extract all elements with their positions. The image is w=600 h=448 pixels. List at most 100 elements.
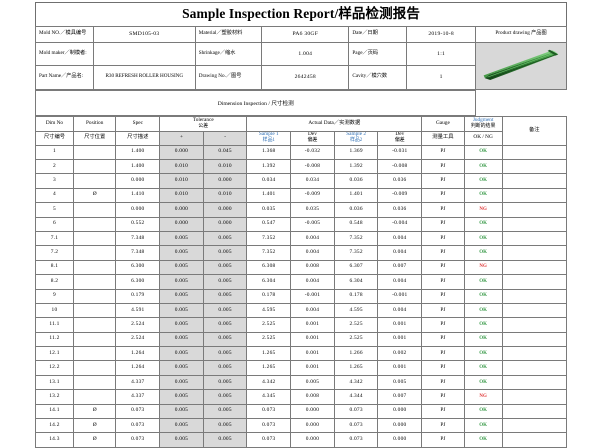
cell-dev2: 0.005 [377,374,423,391]
cell-dim-no: 7.2 [35,245,74,261]
status-badge: OK [479,163,487,169]
header-judgment-cn: 判断的结果 [470,123,496,129]
cell-spec: 1.400 [115,158,161,175]
cell-spec: 4.591 [115,302,161,319]
cell-dev1: 0.005 [290,374,335,391]
cell-gauge: PJ [421,360,465,376]
cell-dev2: 0.000 [377,403,423,420]
cell-spec: 4.337 [115,389,161,405]
cell-tol-minus: 0.005 [202,389,248,405]
cell-judgment: NG [463,202,503,218]
cell-dev1: 0.000 [290,418,335,434]
cell-position [72,144,117,160]
cell-tol-minus: 0.000 [202,202,248,218]
cell-dev2: 0.001 [377,317,423,333]
header-dev2-cn: 偏差 [394,138,405,144]
cell-sample1: 4.345 [246,389,292,405]
cell-dev2: -0.009 [377,187,423,204]
status-badge: NG [479,206,487,212]
cell-tol-plus: 0.005 [159,418,204,434]
cell-dim-no: 1 [35,144,74,160]
header-spec-en: Spec [115,115,161,132]
cell-position [72,259,117,276]
cell-dim-no: 2 [35,158,74,175]
drawing-no-label: Drawing No.／图号 [194,65,263,90]
cell-dev2: 0.001 [377,360,423,376]
table-row: 12.2 1.264 0.005 0.005 1.265 0.001 1.265 0.001 P… [35,360,568,376]
cell-tol-plus: 0.005 [159,288,204,304]
cell-tol-minus: 0.045 [202,144,248,160]
cell-tol-plus: 0.005 [159,346,204,362]
cell-judgment: OK [463,302,503,319]
cell-position: Ø [72,418,117,434]
cell-judgment: OK [463,331,503,348]
product-drawing-cell [475,41,567,90]
cell-sample1: 1.401 [246,187,292,204]
cell-remark [501,245,568,261]
header-dim-no-en: Dim No [35,115,74,132]
cell-tol-plus: 0.005 [159,403,204,420]
cell-remark [501,432,568,448]
shrinkage-label: Shrinkage／缩水 [194,41,263,67]
table-row: 12.1 1.264 0.005 0.005 1.265 0.001 1.266 0.002 P… [35,346,568,362]
cell-dim-no: 13.2 [35,389,74,405]
date-value: 2019-10-8 [406,26,477,43]
cell-sample2: 0.178 [333,288,379,304]
cell-dim-no: 11.1 [35,317,74,333]
cell-dim-no: 14.1 [35,403,74,420]
cell-tol-minus: 0.005 [202,230,248,247]
table-row: 5 0.000 0.000 0.000 0.035 0.035 0.036 0.036 PJ NG [35,202,568,218]
cavity-value: 1 [406,65,477,90]
cell-dev2: 0.002 [377,346,423,362]
cell-spec: 1.264 [115,346,161,362]
header-dim-no-cn: 尺寸编号 [35,130,74,146]
cell-gauge: PJ [421,230,465,247]
status-badge: OK [479,322,487,327]
section-band-table: Dimension Inspection / 尺寸检测 [34,89,567,116]
cell-tol-minus: 0.005 [202,259,248,276]
table-row: 2 1.400 0.010 0.010 1.392 -0.008 1.392 -0.008 PJ… [35,158,568,175]
cell-position [72,346,117,362]
cell-position [72,173,117,189]
cell-tol-plus: 0.010 [159,187,204,204]
cell-dev2: 0.004 [377,302,423,319]
dimension-rows-body: 1 1.400 0.000 0.045 1.368 -0.032 1.369 -0.031 PJ… [35,144,568,448]
cell-tol-plus: 0.005 [159,245,204,261]
cell-judgment: OK [463,144,503,160]
cell-tol-minus: 0.005 [202,432,248,448]
table-header-row-2: 尺寸编号 尺寸位置 尺寸描述 + - Sample 1 样品1 Dev 偏差 S… [35,130,567,146]
inspection-report-page: Sample Inspection Report/样品检测报告 Mold NO.… [34,2,568,448]
header-dev-1: Dev 偏差 [290,130,335,146]
status-badge: NG [479,393,487,399]
cell-sample1: 2.525 [246,331,292,348]
shrinkage-value: 1.004 [261,41,350,67]
cell-dev2: 0.004 [377,274,423,290]
mold-no-label: Mold NO.／模具编号 [35,26,94,43]
cell-judgment: OK [463,317,503,333]
cell-sample2: 1.265 [333,360,379,376]
header-sample1-en: Sample 1 [258,131,279,138]
cell-position [72,288,117,304]
cell-tol-plus: 0.005 [159,302,204,319]
cell-position [72,331,117,348]
header-tolerance: Tolerance 公差 [159,115,248,132]
cell-sample2: 0.073 [333,432,379,448]
cell-remark [501,346,568,362]
status-badge: OK [479,365,487,371]
cell-remark [501,418,568,434]
cell-judgment: OK [463,418,503,434]
cell-position [72,202,117,218]
cell-remark [501,144,568,160]
cell-position [72,374,117,391]
product-drawing-header: Product drawing 产品图 [475,26,567,43]
cell-gauge: PJ [421,187,465,204]
cell-dev2: -0.031 [377,144,423,160]
mold-maker-label: Mold maker／制模者: [35,41,94,67]
cell-dev2: 0.001 [377,331,423,348]
cell-judgment: OK [463,432,503,448]
cell-sample1: 0.547 [246,216,292,232]
meta-row: Mold maker／制模者: Shrinkage／缩水 1.004 Page／… [35,41,567,90]
roller-housing-3d-icon [484,49,559,81]
cell-spec: 0.552 [115,216,161,232]
cell-tol-minus: 0.005 [202,288,248,304]
